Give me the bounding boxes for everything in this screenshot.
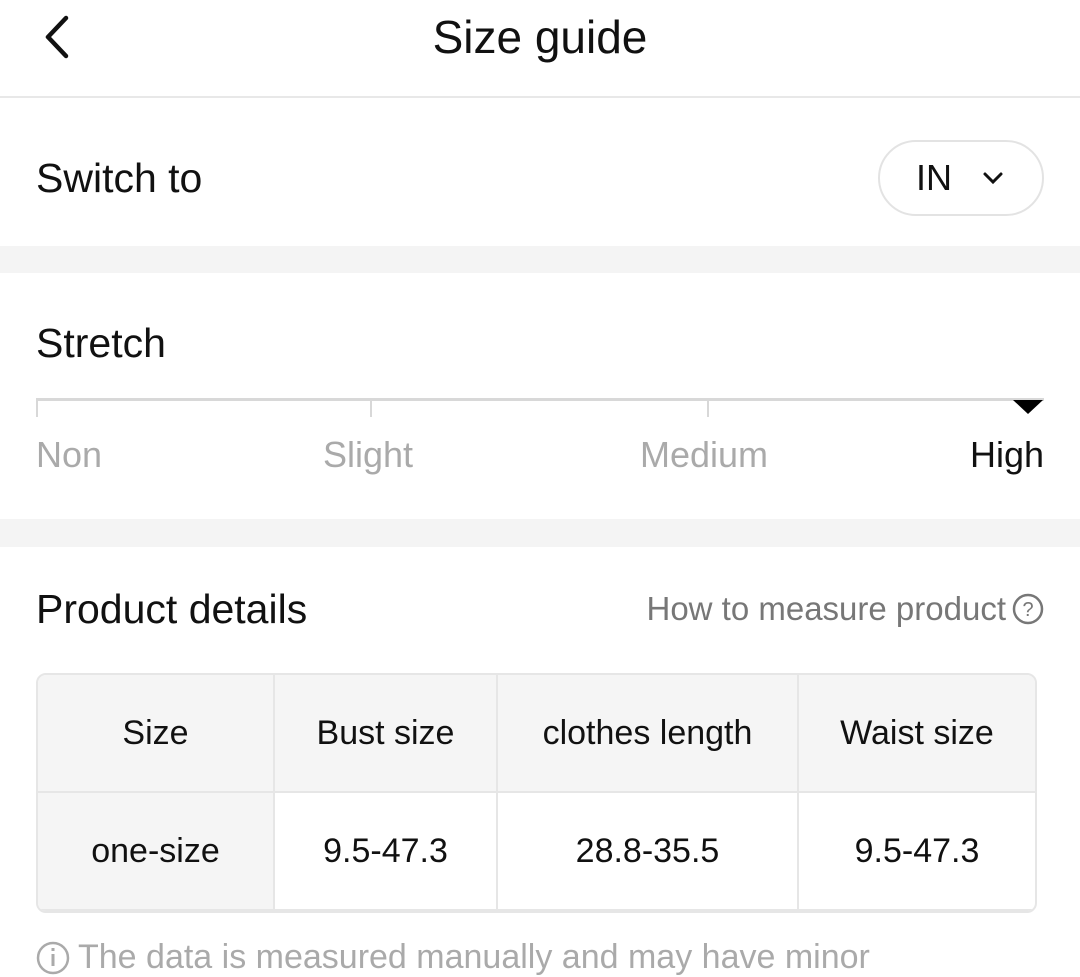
table-cell: 9.5-47.3 [799,793,1035,911]
stretch-level-slight: Slight [323,434,414,475]
stretch-track [36,398,1044,401]
header: Size guide [0,0,1080,98]
note-text: The data is measured manually and may ha… [78,938,870,976]
divider [0,246,1080,273]
measurement-note: The data is measured manually and may ha… [36,938,870,977]
column-header: Waist size [799,675,1035,793]
column-header: Size [38,675,275,793]
chevron-down-icon [983,172,1003,185]
table-cell: 28.8-35.5 [498,793,799,911]
stretch-level-medium: Medium [640,434,769,475]
divider [0,519,1080,547]
svg-text:?: ? [1022,599,1033,621]
stretch-tick [707,398,709,417]
stretch-level-non: Non [36,434,103,475]
unit-value: IN [916,157,952,198]
stretch-tick [36,398,38,417]
column-header: Bust size [275,675,498,793]
table-cell: one-size [38,793,275,911]
product-details-title: Product details [36,586,308,632]
table-cell: 9.5-47.3 [275,793,498,911]
info-icon [36,941,70,974]
back-arrow-icon[interactable] [40,12,80,62]
switch-to-label: Switch to [36,155,203,201]
how-to-measure-label: How to measure product [646,590,1006,627]
selected-marker-icon [1013,400,1043,414]
stretch-title: Stretch [36,320,166,366]
stretch-level-high: High [969,434,1044,475]
how-to-measure-link[interactable]: How to measure product ? [646,590,1044,628]
help-icon: ? [1012,593,1044,625]
unit-dropdown[interactable]: IN [878,140,1044,216]
stretch-tick [370,398,372,417]
column-header: clothes length [498,675,799,793]
page-title: Size guide [432,11,648,63]
size-table: Size Bust size clothes length Waist size… [36,673,1037,913]
